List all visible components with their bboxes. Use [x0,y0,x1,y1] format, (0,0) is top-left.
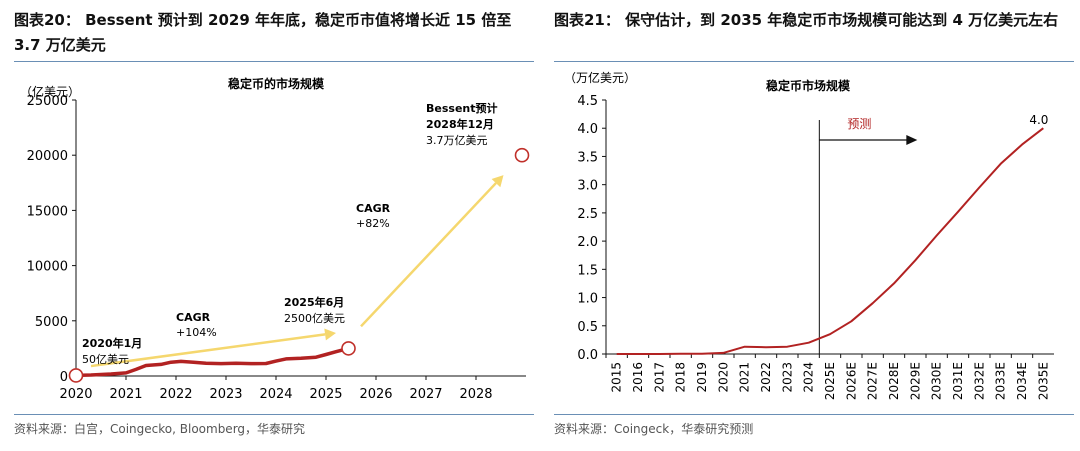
right-y-tick-label: 2.5 [577,207,598,222]
marker-mid-label-value: 2500亿美元 [284,312,345,325]
right-x-tick-label: 2027E [866,362,880,400]
left-y-tick-label: 10000 [27,260,68,275]
right-y-axis-label: （万亿美元） [564,70,636,85]
right-y-tick-label: 4.0 [577,122,598,137]
marker-mid-label-date: 2025年6月 [284,295,344,309]
cagr1-title: CAGR [176,311,211,324]
right-chart-title: 稳定币市场规模 [766,78,851,93]
left-y-tick-label: 25000 [27,94,68,109]
right-x-tick-label: 2026E [844,362,858,400]
left-x-tick-label: 2023 [209,387,242,402]
right-x-tick-label: 2019 [695,362,709,393]
right-x-tick-label: 2031E [951,362,965,400]
marker-start [68,368,84,383]
right-y-tick-label: 2.0 [577,235,598,250]
marker-start-label-value: 50亿美元 [82,353,129,366]
cagr2-title: CAGR [356,202,391,215]
right-x-tick-label: 2025E [823,362,837,400]
cagr2-value: +82% [356,217,390,230]
forecast-arrowhead [906,135,918,145]
right-y-tick-label: 1.5 [577,263,598,278]
left-x-tick-label: 2022 [159,387,192,402]
cagr2-arrow [360,182,497,328]
left-bottom-rule [14,414,534,415]
marker-end [514,147,530,163]
left-x-tick-label: 2028 [459,387,492,402]
left-x-tick-label: 2021 [109,387,142,402]
left-y-tick-label: 5000 [35,315,68,330]
right-top-rule [554,61,1074,62]
right-y-tick-label: 1.0 [577,292,598,307]
end-value-label: 4.0 [1029,113,1048,127]
right-x-tick-label: 2029E [908,362,922,400]
marker-end-label-line1: Bessent预计 [426,101,498,115]
left-series-line [74,346,351,378]
cagr1-arrow-head [324,328,336,341]
cagr1-arrow [90,333,326,368]
marker-end-label-line2: 2028年12月 [426,117,494,131]
right-x-tick-label: 2023 [780,362,794,393]
left-chart: 稳定币的市场规模 （亿美元） 0 5000 10000 15000 20000 25000… [20,76,530,402]
left-figure-title: 图表20： Bessent 预计到 2029 年年底，稳定币市值将增长近 15 … [14,11,512,54]
right-x-tick-label: 2018 [674,362,688,393]
marker-end-label-value: 3.7万亿美元 [426,134,488,147]
right-y-tick-label: 3.5 [577,150,598,165]
left-y-axis-label: （亿美元） [20,84,80,99]
right-y-tick-label: 0.0 [577,348,598,363]
left-x-tick-label: 2020 [59,387,92,402]
left-y-tick-label: 0 [60,370,68,385]
right-y-tick-label: 4.5 [577,94,598,109]
right-y-tick-label: 3.0 [577,179,598,194]
right-x-tick-label: 2017 [652,362,666,393]
left-x-tick-label: 2027 [409,387,442,402]
right-x-tick-label: 2033E [994,362,1008,400]
left-x-tick-label: 2025 [309,387,342,402]
left-y-tick-label: 20000 [27,149,68,164]
right-source-note: 资料来源：Coingeck，华泰研究预测 [554,422,754,436]
right-y-tick-label: 0.5 [577,320,598,335]
left-figure-panel: 图表20： Bessent 预计到 2029 年年底，稳定币市值将增长近 15 … [14,0,540,451]
marker-mid [341,341,356,356]
left-x-tick-label: 2026 [359,387,392,402]
right-x-tick-label: 2035E [1036,362,1050,400]
right-x-tick-label: 2032E [972,362,986,400]
forecast-label: 预测 [847,117,871,131]
left-top-rule [14,61,534,62]
cagr2-arrow-head [491,175,504,188]
right-x-tick-label: 2015 [610,362,624,393]
right-x-tick-label: 2034E [1015,362,1029,400]
right-x-tick-label: 2016 [631,362,645,393]
right-x-tick-label: 2030E [930,362,944,400]
right-x-tick-label: 2021 [738,362,752,393]
marker-start-label-date: 2020年1月 [82,336,142,350]
left-x-tick-label: 2024 [259,387,292,402]
right-x-tick-label: 2022 [759,362,773,393]
right-x-tick-label: 2024 [802,362,816,393]
right-x-tick-label: 2020 [716,362,730,393]
right-series-line [616,127,1044,355]
left-source-note: 资料来源：白宫，Coingecko, Bloomberg，华泰研究 [14,422,306,436]
right-figure-title: 图表21： 保守估计，到 2035 年稳定币市场规模可能达到 4 万亿美元左右 [554,11,1059,29]
right-figure-panel: 图表21： 保守估计，到 2035 年稳定币市场规模可能达到 4 万亿美元左右 … [554,0,1080,451]
left-chart-title: 稳定币的市场规模 [228,76,325,91]
right-bottom-rule [554,414,1074,415]
left-y-tick-label: 15000 [27,204,68,219]
right-x-tick-label: 2028E [887,362,901,400]
right-chart: （万亿美元） 稳定币市场规模 0.0 0.5 1.0 1.5 2.0 2.5 3.0 3.5 4… [564,70,1054,400]
cagr1-value: +104% [176,326,217,339]
